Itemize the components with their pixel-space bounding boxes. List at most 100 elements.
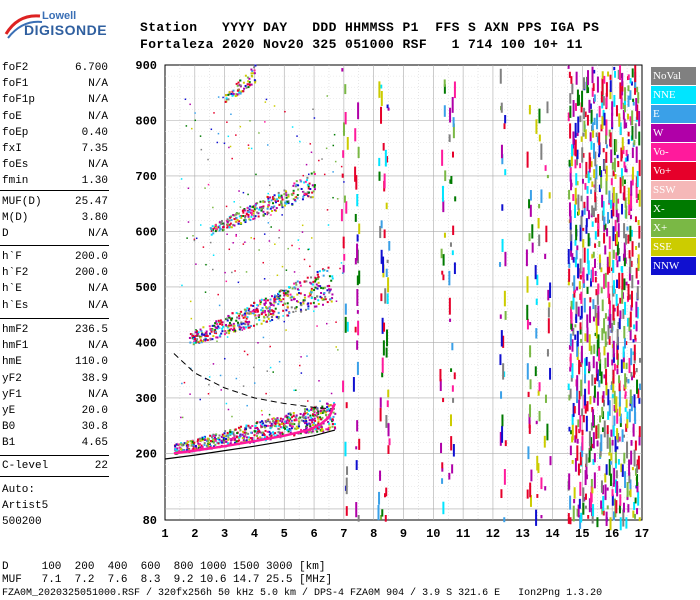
interference-dash xyxy=(584,111,587,118)
y-tick-label: 600 xyxy=(135,225,157,239)
echo-dot xyxy=(298,421,301,424)
interference-dash xyxy=(603,216,606,225)
interference-dash xyxy=(575,250,578,260)
echo-dot xyxy=(245,431,248,434)
interference-dash xyxy=(589,132,592,142)
interference-dash xyxy=(502,363,505,380)
param-value: 4.65 xyxy=(81,437,108,450)
echo-dot xyxy=(200,341,203,344)
interference-dash xyxy=(638,426,641,438)
interference-dash xyxy=(629,256,632,274)
interference-dash xyxy=(635,301,638,318)
interference-dash xyxy=(635,98,638,112)
interference-dash xyxy=(571,414,574,425)
interference-dash xyxy=(623,98,626,113)
interference-dash xyxy=(594,177,597,193)
echo-dot xyxy=(312,409,315,412)
echo-dot xyxy=(220,441,223,444)
interference-dash xyxy=(582,239,585,248)
echo-dot xyxy=(184,442,187,445)
echo-dot xyxy=(194,444,197,447)
echo-dot xyxy=(233,324,236,327)
interference-dash xyxy=(588,361,591,372)
echo-dot xyxy=(264,426,267,429)
interference-dash xyxy=(574,257,577,268)
echo-dot xyxy=(259,206,262,209)
interference-dash xyxy=(378,81,381,98)
interference-dash xyxy=(537,217,540,229)
echo-dot xyxy=(235,82,238,85)
echo-dot xyxy=(205,263,207,266)
x-tick-label: 14 xyxy=(545,527,559,541)
interference-dash xyxy=(617,160,620,168)
echo-dot xyxy=(284,292,287,295)
echo-dot xyxy=(272,371,274,373)
interference-dash xyxy=(586,327,589,343)
echo-dot xyxy=(285,425,288,428)
interference-dash xyxy=(579,469,582,473)
interference-dash xyxy=(576,154,579,166)
echo-dot xyxy=(206,440,209,443)
interference-dash xyxy=(527,446,530,460)
echo-dot xyxy=(310,408,313,411)
interference-dash xyxy=(574,334,577,340)
echo-dot xyxy=(292,184,295,187)
echo-dot xyxy=(292,192,295,195)
interference-dash xyxy=(577,263,580,279)
interference-dash xyxy=(568,345,571,350)
echo-dot xyxy=(244,440,247,443)
echo-dot xyxy=(220,439,223,442)
interference-dash xyxy=(608,190,611,204)
interference-dash xyxy=(529,345,532,358)
interference-dash xyxy=(604,357,607,369)
echo-dot xyxy=(224,430,227,433)
echo-dot xyxy=(313,188,316,191)
interference-dash xyxy=(638,357,641,363)
echo-dot xyxy=(250,237,252,239)
echo-dot xyxy=(186,446,189,449)
interference-dash xyxy=(574,289,577,293)
echo-dot xyxy=(268,306,271,309)
echo-dot xyxy=(212,363,215,365)
legend-item-ssw: SSW xyxy=(651,181,696,199)
interference-dash xyxy=(386,104,389,109)
interference-dash xyxy=(580,512,583,523)
interference-dash xyxy=(637,220,640,226)
echo-dot xyxy=(247,326,250,329)
interference-dash xyxy=(630,396,633,412)
echo-dot xyxy=(259,299,262,302)
echo-dot xyxy=(238,91,241,94)
echo-dot xyxy=(311,196,314,199)
echo-dot xyxy=(178,450,181,453)
interference-dash xyxy=(634,123,637,139)
echo-dot xyxy=(305,421,308,424)
interference-dash xyxy=(567,249,570,264)
echo-dot xyxy=(255,323,258,326)
echo-dot xyxy=(302,414,305,417)
interference-dash xyxy=(547,289,550,301)
interference-dash xyxy=(608,236,611,250)
echo-dot xyxy=(216,438,219,441)
interference-dash xyxy=(567,513,570,524)
echo-dot xyxy=(297,417,300,420)
interference-dash xyxy=(582,487,585,502)
echo-dot xyxy=(331,297,334,300)
interference-dash xyxy=(593,344,596,354)
interference-dash xyxy=(627,378,630,384)
echo-dot xyxy=(312,301,315,304)
interference-dash xyxy=(615,396,618,413)
echo-dot xyxy=(300,428,303,431)
echo-dot xyxy=(222,325,225,328)
echo-dot xyxy=(327,422,330,425)
echo-dot xyxy=(301,231,304,233)
interference-dash xyxy=(616,428,619,440)
interference-dash xyxy=(614,479,617,493)
echo-dot xyxy=(305,425,308,428)
echo-dot xyxy=(269,207,272,210)
echo-dot xyxy=(247,193,249,196)
interference-dash xyxy=(590,278,593,287)
interference-dash xyxy=(626,226,629,231)
echo-dot xyxy=(306,408,309,411)
echo-dot xyxy=(233,327,236,330)
interference-dash xyxy=(448,134,451,142)
